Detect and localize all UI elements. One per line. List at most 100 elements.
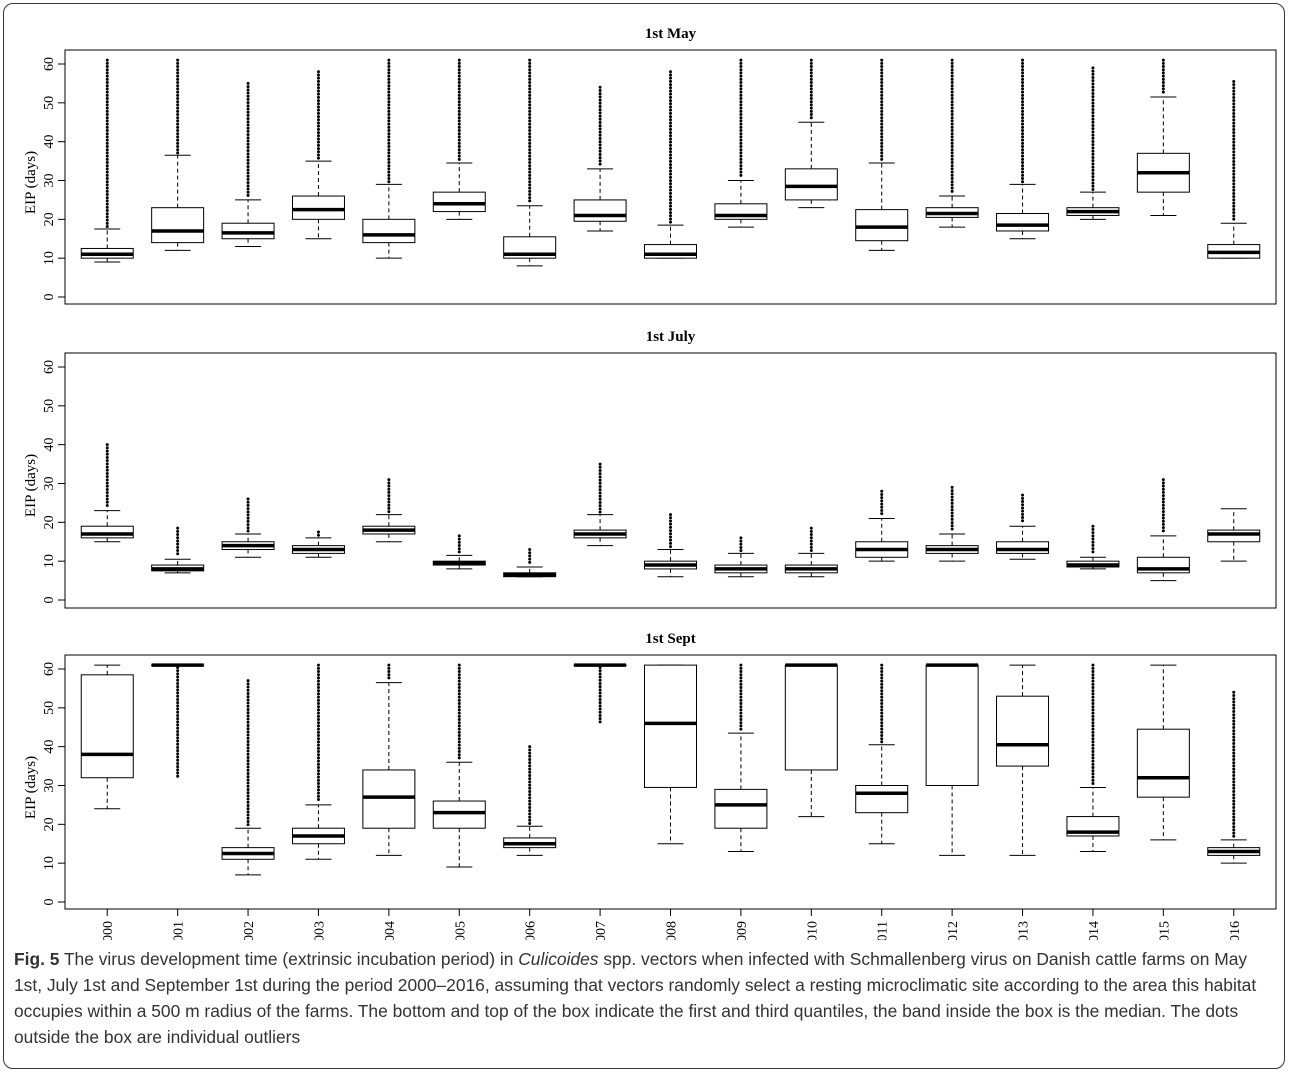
panel-title: 1st May bbox=[645, 26, 697, 42]
outlier-point bbox=[1232, 147, 1236, 151]
outlier-point bbox=[950, 129, 954, 133]
outlier-point bbox=[105, 167, 109, 171]
outlier-point bbox=[246, 784, 250, 788]
outlier-point bbox=[105, 193, 109, 197]
outlier-point bbox=[1091, 104, 1095, 108]
outlier-point bbox=[528, 805, 532, 809]
panel-2: 1st July 0 10 20 30 40 50 60 EIP (days) bbox=[23, 329, 1277, 609]
outlier-point bbox=[316, 782, 320, 786]
outlier-point bbox=[1091, 702, 1095, 706]
outlier-point bbox=[1021, 516, 1025, 520]
outlier-point bbox=[598, 488, 602, 492]
outlier-point bbox=[1021, 129, 1025, 133]
outlier-point bbox=[457, 58, 461, 62]
outlier-point bbox=[105, 65, 109, 69]
outlier-point bbox=[246, 523, 250, 527]
outlier-point bbox=[1021, 61, 1025, 65]
outlier-point bbox=[246, 165, 250, 169]
outlier-point bbox=[809, 74, 813, 78]
outlier-point bbox=[809, 116, 813, 120]
outlier-point bbox=[176, 113, 180, 117]
outlier-point bbox=[669, 166, 672, 170]
outlier-point bbox=[1091, 695, 1095, 699]
outlier-point bbox=[1232, 105, 1236, 109]
outlier-point bbox=[1232, 831, 1236, 835]
outlier-point bbox=[739, 132, 743, 136]
outlier-point bbox=[1091, 168, 1095, 172]
outlier-point bbox=[387, 180, 391, 184]
outlier-point bbox=[880, 499, 884, 503]
iqr-box bbox=[1207, 529, 1261, 543]
outlier-point bbox=[880, 125, 884, 129]
outlier-point bbox=[457, 100, 461, 104]
outlier-point bbox=[316, 115, 320, 119]
outlier-point bbox=[105, 87, 109, 91]
outlier-point bbox=[316, 724, 320, 728]
outlier-point bbox=[316, 711, 320, 715]
outlier-point bbox=[387, 177, 391, 181]
outlier-point bbox=[669, 545, 672, 549]
outlier-point bbox=[176, 116, 180, 120]
outlier-point bbox=[669, 127, 672, 131]
outlier-point bbox=[176, 669, 180, 673]
outlier-point bbox=[528, 786, 532, 790]
outlier-point bbox=[246, 101, 250, 105]
outlier-point bbox=[246, 749, 250, 753]
outlier-point bbox=[598, 507, 602, 511]
outlier-point bbox=[950, 167, 954, 171]
outlier-point bbox=[528, 180, 532, 184]
outlier-point bbox=[528, 773, 532, 777]
outlier-point bbox=[739, 676, 743, 680]
outlier-point bbox=[950, 90, 954, 94]
outlier-point bbox=[669, 179, 672, 183]
outlier-point bbox=[739, 173, 743, 177]
outlier-point bbox=[1232, 169, 1236, 173]
outlier-point bbox=[387, 119, 391, 123]
outlier-point bbox=[1091, 107, 1095, 111]
outlier-point bbox=[880, 103, 884, 107]
outlier-point bbox=[176, 81, 180, 85]
outlier-point bbox=[246, 529, 250, 533]
outlier-point bbox=[1232, 777, 1236, 781]
outlier-point bbox=[1232, 742, 1236, 745]
outlier-point bbox=[387, 141, 391, 145]
outlier-point bbox=[669, 185, 672, 189]
outlier-point bbox=[669, 529, 672, 533]
outlier-point bbox=[387, 93, 391, 97]
outlier-point bbox=[246, 107, 250, 111]
outlier-point bbox=[1091, 679, 1095, 683]
outlier-point bbox=[1091, 550, 1095, 554]
outlier-point bbox=[950, 511, 954, 515]
outlier-point bbox=[880, 81, 884, 85]
outlier-point bbox=[1232, 774, 1236, 777]
outlier-point bbox=[176, 672, 180, 676]
outlier-point bbox=[1232, 86, 1236, 90]
outlier-point bbox=[246, 513, 250, 517]
outlier-point bbox=[316, 105, 320, 109]
outlier-point bbox=[176, 720, 180, 724]
outlier-point bbox=[880, 698, 884, 702]
outlier-point bbox=[457, 724, 461, 728]
outlier-point bbox=[176, 109, 180, 113]
outlier-point bbox=[1021, 154, 1025, 158]
outlier-point bbox=[387, 125, 391, 129]
outlier-point bbox=[105, 475, 109, 479]
outlier-point bbox=[105, 154, 109, 158]
outlier-point bbox=[316, 124, 320, 128]
outlier-point bbox=[1232, 793, 1236, 797]
outlier-point bbox=[598, 130, 602, 134]
box-2001 bbox=[151, 58, 205, 251]
outlier-point bbox=[598, 95, 602, 99]
outlier-point bbox=[246, 139, 250, 143]
outlier-point bbox=[809, 542, 813, 546]
outlier-point bbox=[176, 68, 180, 72]
y-tick-label: 0 bbox=[42, 597, 57, 604]
outlier-point bbox=[1161, 68, 1165, 72]
outlier-point bbox=[528, 767, 532, 771]
outlier-point bbox=[739, 151, 743, 155]
outlier-point bbox=[880, 71, 884, 75]
outlier-point bbox=[528, 548, 532, 552]
box-2014 bbox=[1066, 66, 1120, 220]
outlier-point bbox=[457, 711, 461, 715]
outlier-point bbox=[950, 157, 954, 161]
